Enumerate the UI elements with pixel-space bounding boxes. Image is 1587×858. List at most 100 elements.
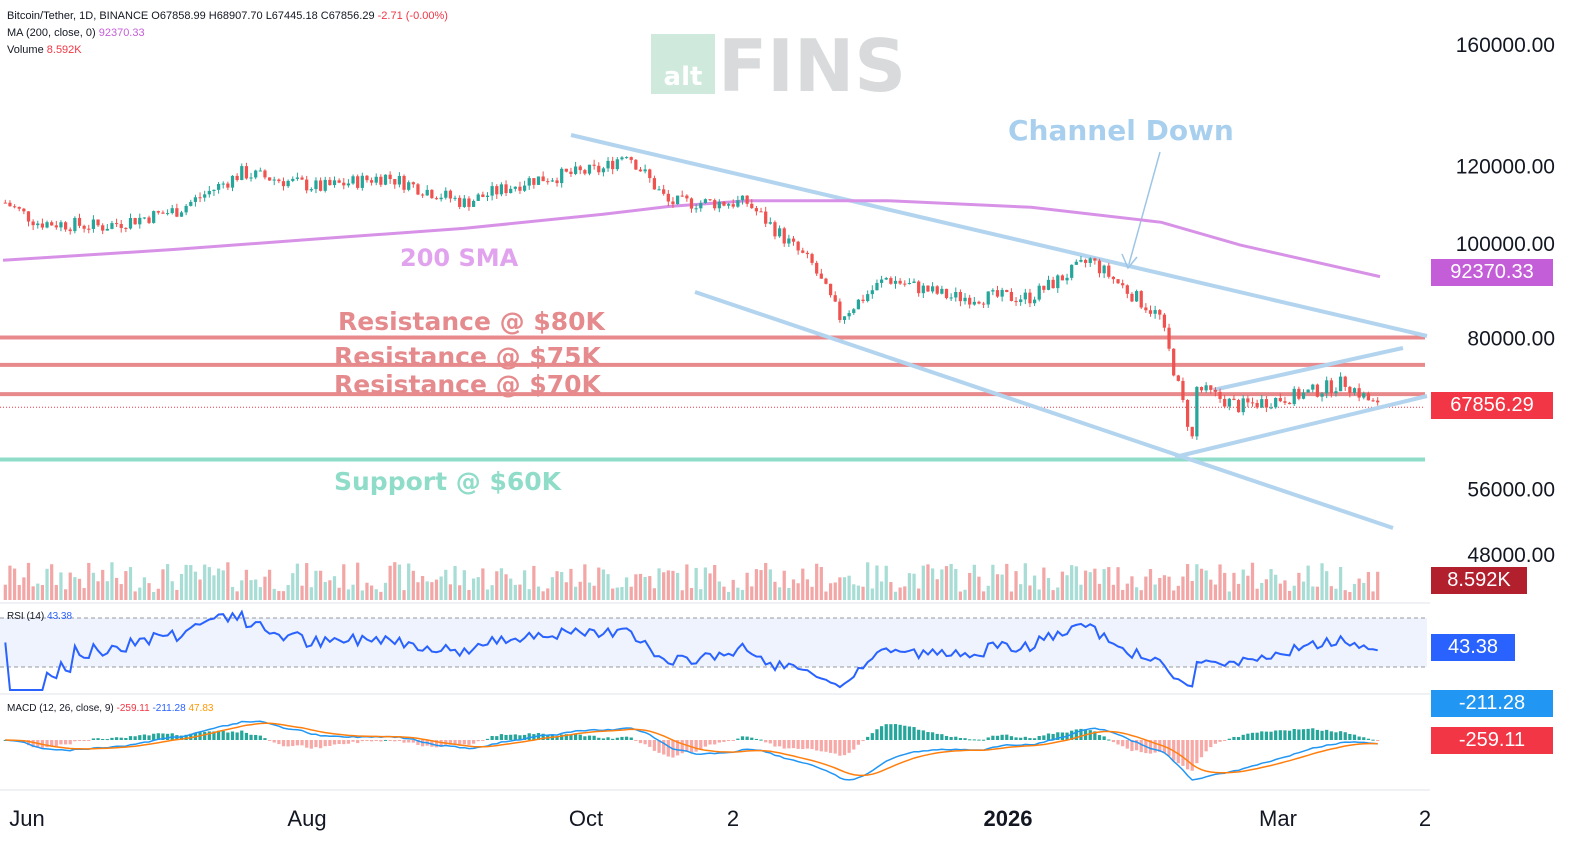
candle-body (212, 189, 216, 191)
volume-bar (1371, 591, 1375, 600)
candle-body (1232, 398, 1236, 401)
candle-body (82, 225, 86, 229)
candles (3, 156, 1380, 440)
volume-bar (930, 568, 935, 600)
candle-body (1130, 293, 1134, 302)
signal-tag: -259.11 (1431, 727, 1553, 754)
candle-body (796, 241, 800, 251)
volume-bar (1148, 569, 1153, 600)
macd-hist-bar (1032, 738, 1037, 740)
macd-hist-bar (1278, 730, 1282, 740)
candle-body (1009, 292, 1014, 301)
ma-label: MA (200, close, 0) (7, 27, 96, 39)
macd-legend[interactable]: MACD (12, 26, close, 9) -259.11 -211.28 … (7, 703, 213, 714)
ma-legend[interactable]: MA (200, close, 0) 92370.33 (7, 27, 145, 39)
volume-bar (1172, 590, 1176, 600)
candle-body (323, 179, 327, 191)
candle-body (105, 228, 109, 231)
macd-hist-bar (963, 738, 967, 740)
candle-body (1287, 402, 1292, 405)
macd-hist-bar (388, 740, 392, 741)
volume-bar (949, 563, 953, 600)
volume-bar (509, 578, 513, 600)
candle-body (444, 190, 448, 198)
candle-body (416, 184, 420, 195)
macd-hist-bar (124, 738, 128, 740)
macd-hist-bar (114, 737, 119, 740)
volume-bar (1125, 583, 1129, 600)
candle-body (578, 166, 582, 171)
volume-bar (1014, 571, 1018, 600)
macd-hist-bar (903, 725, 907, 740)
candle-body (1042, 285, 1046, 290)
macd-hist-bar (434, 740, 439, 748)
macd-hist-bar (485, 738, 490, 740)
annotations: Channel Down 200 SMA Resistance @ $80K R… (334, 114, 1234, 496)
macd-hist-bar (958, 737, 963, 740)
volume-bar (828, 583, 833, 600)
volume-bar (944, 566, 949, 600)
macd-hist-bar (203, 731, 207, 740)
candle-body (662, 189, 666, 194)
volume-bar (383, 582, 388, 600)
volume-bar (114, 577, 119, 600)
candle-body (861, 299, 865, 302)
macd-hist-bar (708, 740, 712, 745)
volume-bar (402, 590, 406, 600)
symbol-legend[interactable]: Bitcoin/Tether, 1D, BINANCE O67858.99 H6… (7, 10, 448, 22)
volume-bar (958, 591, 963, 600)
volume-bar (1246, 575, 1250, 600)
candle-body (1283, 401, 1287, 403)
macd-hist-bar (1019, 737, 1023, 740)
candle-body (1125, 285, 1129, 294)
volume-bar (624, 577, 629, 600)
candle-body (240, 166, 244, 181)
price-axis-label: 80000.00 (1467, 328, 1555, 351)
macd-hist-bar (736, 738, 740, 740)
macd-hist-bar (383, 739, 388, 741)
candle-body (119, 224, 123, 228)
altfins-watermark-logo: alt FINS (651, 24, 906, 108)
macd-hist-bar (462, 740, 466, 745)
candle-body (22, 208, 26, 212)
candle-body (124, 227, 128, 229)
volume-bar (1278, 583, 1282, 600)
volume-legend[interactable]: Volume 8.592K (7, 44, 82, 56)
macd-hist-bar (1343, 732, 1347, 740)
levels (0, 335, 1425, 462)
macd-hist-bar (1348, 733, 1352, 740)
volume-bar (165, 564, 170, 600)
candle-body (1246, 398, 1250, 403)
volume-bar (309, 587, 313, 600)
rsi-legend[interactable]: RSI (14) 43.38 (7, 611, 72, 622)
macd-hist-bar (726, 740, 731, 741)
time-axis[interactable]: Jun Aug Oct 2 2026 Mar 2 (9, 806, 1431, 831)
volume-bar (476, 577, 480, 600)
candle-body (722, 201, 726, 206)
macd-hist-bar (1292, 728, 1296, 740)
volume-bar (1338, 566, 1343, 600)
macd-hist-bar (949, 737, 953, 740)
volume-bar (490, 585, 494, 600)
volume-tag: 8.592K (1431, 567, 1527, 594)
volume-bar (1199, 568, 1204, 600)
candle-body (458, 197, 462, 207)
candle-body (1241, 398, 1245, 413)
volume-bar (110, 562, 114, 600)
macd-hist-bar (1236, 736, 1241, 740)
candle-body (393, 179, 397, 185)
volume-bar (82, 588, 86, 600)
candle-body (1236, 400, 1241, 413)
macd-hist-bar (230, 731, 235, 740)
rsi-pane (0, 609, 1427, 691)
macd-hist-bar (536, 733, 541, 740)
candle-body (73, 217, 77, 232)
candle-body (689, 198, 694, 209)
macd-hist-bar (1315, 729, 1320, 740)
macd-hist-bar (1102, 736, 1106, 740)
macd-hist-bar (1269, 731, 1273, 740)
candle-body (453, 197, 457, 199)
candle-body (263, 170, 267, 178)
volume-bar (541, 591, 545, 600)
